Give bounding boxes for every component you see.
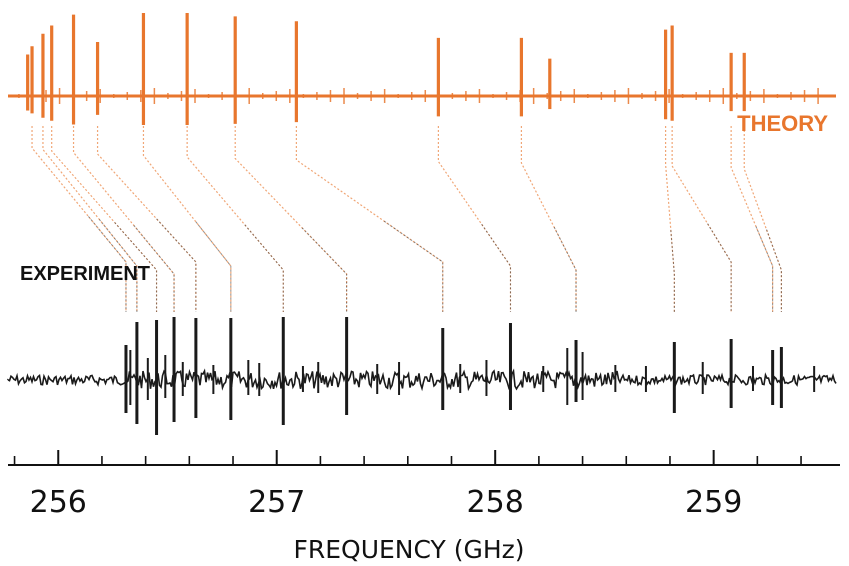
correspondence-line (234, 126, 348, 312)
frequency-axis: 256 257 258 259 (8, 450, 840, 520)
correspondence-line (186, 126, 284, 312)
correspondence-line-end (301, 227, 348, 312)
correspondence-line (520, 126, 577, 312)
x-axis-title: FREQUENCY (GHz) (293, 535, 524, 564)
correspondence-line-end (670, 230, 675, 312)
correspondence-line (730, 126, 774, 312)
theory-spectrum (8, 13, 836, 126)
correspondence-line (295, 126, 444, 312)
x-tick-label: 256 (30, 485, 87, 520)
correspondence-line-end (707, 223, 732, 312)
correspondence-lines (31, 126, 782, 312)
correspondence-line (142, 126, 232, 312)
correspondence-line-end (755, 226, 774, 312)
theory-label: THEORY (737, 111, 828, 136)
correspondence-line (96, 126, 197, 312)
correspondence-line-end (156, 218, 197, 312)
correspondence-line-end (195, 221, 232, 312)
correspondence-line (437, 126, 512, 312)
correspondence-line-end (766, 229, 782, 312)
correspondence-line-end (244, 224, 284, 312)
correspondence-line-end (133, 225, 175, 312)
x-tick-label: 259 (685, 485, 742, 520)
correspondence-line (72, 126, 175, 312)
correspondence-line-end (88, 216, 127, 312)
correspondence-line (664, 126, 675, 312)
experiment-spectrum (7, 317, 837, 435)
correspondence-line-end (114, 222, 158, 312)
correspondence-line-end (383, 220, 444, 312)
experiment-label: EXPERIMENT (20, 263, 150, 285)
correspondence-line-end (481, 223, 511, 312)
x-tick-label: 257 (248, 485, 305, 520)
correspondence-line (743, 126, 782, 312)
correspondence-line (42, 126, 138, 312)
experiment-baseline-noise (7, 368, 837, 392)
correspondence-line (671, 126, 732, 312)
x-tick-label: 258 (467, 485, 524, 520)
correspondence-line-end (553, 226, 577, 312)
